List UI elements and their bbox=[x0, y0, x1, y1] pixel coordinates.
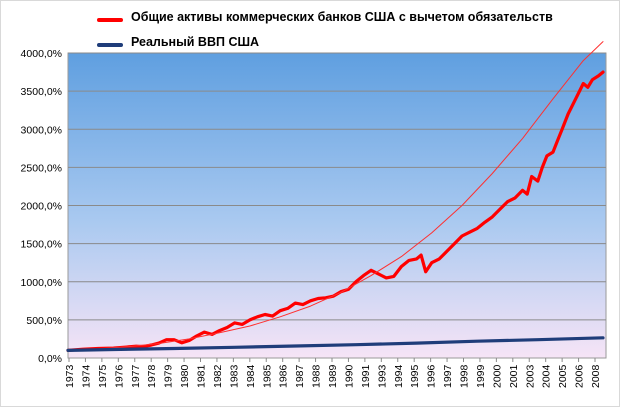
x-tick-label: 1983 bbox=[228, 364, 240, 388]
x-tick-label: 1986 bbox=[278, 364, 290, 388]
x-tick-label: 2001 bbox=[508, 364, 520, 388]
x-tick-label: 2003 bbox=[524, 364, 536, 388]
x-tick-label: 1998 bbox=[459, 364, 471, 388]
legend-label-real-gdp: Реальный ВВП США bbox=[131, 35, 260, 49]
y-tick-label: 3000,0% bbox=[21, 124, 62, 136]
x-tick-label: 1988 bbox=[311, 364, 323, 388]
x-tick-label: 1980 bbox=[179, 364, 191, 388]
y-tick-label: 1000,0% bbox=[21, 277, 62, 289]
x-tick-label: 1979 bbox=[163, 364, 175, 388]
series-line-bank-assets bbox=[66, 70, 605, 352]
y-tick-label: 3500,0% bbox=[21, 86, 62, 98]
series-line-real-gdp bbox=[66, 336, 605, 352]
trend-line-bank-assets bbox=[67, 41, 604, 351]
x-tick-label: 1997 bbox=[442, 364, 454, 388]
legend-entry-real-gdp: Реальный ВВП США bbox=[97, 34, 617, 54]
x-tick-label: 1996 bbox=[426, 364, 438, 388]
legend-swatch-real-gdp bbox=[97, 43, 123, 47]
x-tick-label: 2008 bbox=[590, 364, 602, 388]
x-tick-label: 1977 bbox=[130, 364, 142, 388]
x-tick-label: 1978 bbox=[146, 364, 158, 388]
x-tick-label: 1973 bbox=[64, 364, 76, 388]
x-tick-label: 1976 bbox=[113, 364, 125, 388]
y-tick-label: 2000,0% bbox=[21, 201, 62, 213]
x-tick-label: 1987 bbox=[294, 364, 306, 388]
x-tick-label: 1984 bbox=[245, 364, 257, 388]
y-tick-label: 1500,0% bbox=[21, 239, 62, 251]
x-tick-label: 1982 bbox=[212, 364, 224, 388]
legend-entry-bank-assets: Общие активы коммерческих банков США с в… bbox=[97, 9, 617, 29]
legend-label-bank-assets: Общие активы коммерческих банков США с в… bbox=[131, 10, 553, 24]
x-tick-label: 1990 bbox=[343, 364, 355, 388]
x-tick-label: 1985 bbox=[261, 364, 273, 388]
x-tick-label: 1981 bbox=[196, 364, 208, 388]
x-tick-label: 1995 bbox=[409, 364, 421, 388]
y-tick-label: 2500,0% bbox=[21, 162, 62, 174]
x-tick-label: 1975 bbox=[97, 364, 109, 388]
x-tick-label: 2000 bbox=[491, 364, 503, 388]
x-tick-label: 1993 bbox=[376, 364, 388, 388]
y-tick-label: 4000,0% bbox=[21, 48, 62, 60]
legend-swatch-bank-assets bbox=[97, 18, 123, 22]
x-tick-label: 1994 bbox=[393, 364, 405, 388]
x-tick-label: 2004 bbox=[541, 364, 553, 388]
x-tick-label: 1989 bbox=[327, 364, 339, 388]
x-tick-label: 1999 bbox=[475, 364, 487, 388]
x-tick-label: 2005 bbox=[557, 364, 569, 388]
y-tick-label: 500,0% bbox=[26, 315, 62, 327]
y-tick-label: 0,0% bbox=[38, 353, 62, 365]
x-tick-label: 1974 bbox=[80, 364, 92, 388]
x-tick-label: 1991 bbox=[360, 364, 372, 388]
x-tick-label: 2006 bbox=[574, 364, 586, 388]
